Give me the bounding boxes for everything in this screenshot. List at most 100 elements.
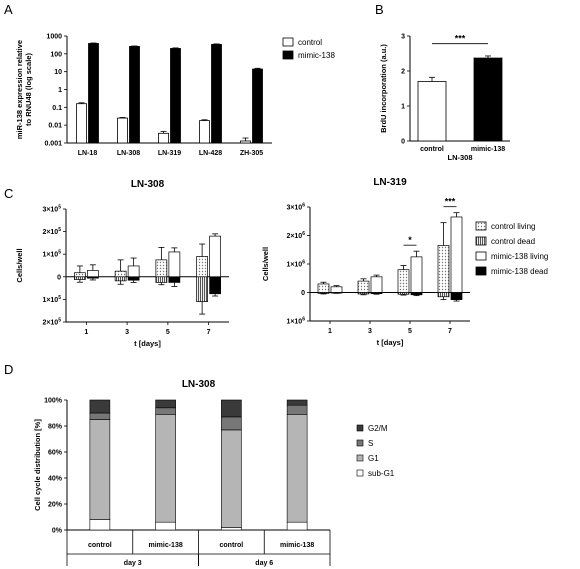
bar-control <box>417 81 447 142</box>
legend-label-mimic-living: mimic-138 living <box>491 252 548 261</box>
x-tick-label-ln-308-5: 5 <box>166 329 170 336</box>
y-tick-label-b: 0 <box>401 139 405 146</box>
x-tick-label-d-control-0: control <box>88 542 112 549</box>
y-tick-label-a: 1000 <box>46 34 62 41</box>
chart-a-mir138-expression: 0.001 0.01 0.1 1 10 100 1000 miR-138 expression… <box>15 34 272 157</box>
bar-ln-319-mimic-138-living-day-1 <box>330 286 343 293</box>
bar-ln-308-control-living-day-3 <box>114 270 127 278</box>
x-tick-label-ln-319-7: 7 <box>448 328 452 335</box>
bar-mimic-138-zh-305 <box>252 68 263 144</box>
legend-swatch-mimic-dead <box>475 266 487 276</box>
y-axis-label-ln-319: Cells/well <box>261 247 270 281</box>
y-tick-label-ln-308: 1×105 <box>42 250 61 259</box>
bar-ln-308-control-dead-day-3 <box>114 276 127 282</box>
y-tick-label-a: 0.1 <box>52 105 62 112</box>
legend-swatch-control <box>282 37 294 47</box>
bar-ln-319-control-living-day-7 <box>437 245 450 293</box>
x-axis-label-ln-319: t [days] <box>377 338 404 347</box>
legend-label-control-dead: control dead <box>491 237 535 246</box>
x-tick-label-control: control <box>420 146 444 153</box>
legend-label-g2m: G2/M <box>368 424 388 433</box>
panel-letter-a: A <box>4 2 13 17</box>
bar-control-ln-319 <box>158 132 169 144</box>
bar-ln-319-mimic-138-living-day-3 <box>370 276 383 293</box>
y-axis-label-d: Cell cycle distribution [%] <box>33 419 42 511</box>
bar-segment-g1-mimic-138-1 <box>155 413 176 523</box>
y-tick-label-ln-319: 1×106 <box>286 317 305 326</box>
bar-ln-319-control-living-day-3 <box>357 280 370 293</box>
significance-label-ln-319-day-7: *** <box>445 197 456 207</box>
legend-label-control-living: control living <box>491 222 535 231</box>
bar-segment-sub-g1-control-0 <box>89 519 111 531</box>
bar-ln-319-mimic-138-dead-day-7 <box>450 292 463 300</box>
y-tick-label-ln-308: 2×105 <box>42 227 61 236</box>
bar-ln-308-control-dead-day-7 <box>196 276 208 303</box>
y-tick-label-a: 100 <box>50 51 62 58</box>
bar-ln-308-mimic-138-dead-day-3 <box>127 276 140 281</box>
y-tick-label-ln-319: 3×106 <box>286 203 305 212</box>
bar-ln-319-control-living-day-1 <box>317 283 330 293</box>
y-tick-label-d: 100% <box>44 398 63 405</box>
bar-control-ln-18 <box>76 103 87 144</box>
legend-label-mimic-138: mimic-138 <box>298 51 335 60</box>
x-tick-label-d-control-2: control <box>220 542 244 549</box>
y-tick-label-ln-308: 1×105 <box>42 295 61 304</box>
bar-mimic-138-ln-308 <box>129 46 140 144</box>
significance-label-ln-319-day-5: * <box>408 235 412 245</box>
legend-label-control: control <box>298 38 322 47</box>
bar-ln-319-mimic-138-living-day-7 <box>450 216 463 293</box>
x-tick-label-zh-305: ZH-305 <box>240 150 263 157</box>
bar-ln-308-mimic-138-living-day-3 <box>127 265 140 278</box>
bar-ln-308-mimic-138-dead-day-7 <box>209 276 221 295</box>
legend-c: control living control dead mimic-138 li… <box>475 221 548 276</box>
bar-ln-319-control-living-day-5 <box>397 269 410 293</box>
bar-ln-308-control-living-day-7 <box>196 256 208 278</box>
legend-label-subg1: sub-G1 <box>368 469 395 478</box>
bar-ln-319-control-dead-day-3 <box>357 292 370 295</box>
bar-mimic-138 <box>473 57 503 142</box>
legend-a: control mimic-138 <box>282 37 335 60</box>
chart-title-ln-308: LN-308 <box>131 179 165 190</box>
bar-mimic-138-ln-18 <box>88 43 99 144</box>
significance-label-b: *** <box>455 34 466 44</box>
bar-ln-319-mimic-138-dead-day-5 <box>410 292 423 296</box>
panel-letter-c: C <box>4 186 13 201</box>
legend-swatch-s <box>356 439 364 447</box>
chart-c-ln-319: 1×106 0 1×106 2×106 3×106 Cells/well LN-319 1 3 5… <box>261 177 470 347</box>
legend-swatch-g2m <box>356 424 364 432</box>
y-tick-label-a: 1 <box>58 87 62 94</box>
y-tick-label-a: 0.001 <box>44 141 62 148</box>
legend-swatch-control-living <box>475 221 487 231</box>
x-tick-label-ln-308: LN-308 <box>117 150 140 157</box>
x-tick-label-mimic-138: mimic-138 <box>471 146 505 153</box>
bar-segment-g1-control-2 <box>221 429 242 528</box>
bar-segment-g2-m-control-0 <box>89 399 111 414</box>
bar-segment-g2-m-mimic-138-3 <box>286 399 308 406</box>
y-axis-label-a: miR-138 expression relativeto RNU48 (log… <box>15 40 33 139</box>
x-tick-label-ln-319-1: 1 <box>328 328 332 335</box>
y-tick-label-d: 40% <box>48 476 63 483</box>
y-tick-label-ln-308: 2×105 <box>42 318 61 327</box>
group-label-day-3: day 3 <box>124 560 142 567</box>
x-axis-label-b: LN-308 <box>447 153 472 162</box>
chart-title-d: LN-308 <box>182 379 216 390</box>
bar-ln-308-control-living-day-5 <box>155 259 168 278</box>
y-axis-label-b: BrdU incorporation (a.u.) <box>379 44 388 133</box>
x-tick-label-d-mimic-138-1: mimic-138 <box>149 542 183 549</box>
x-tick-label-ln-308-1: 1 <box>84 329 88 336</box>
legend-label-g1: G1 <box>368 454 379 463</box>
x-tick-label-ln-319-3: 3 <box>368 328 372 335</box>
y-tick-label-b: 2 <box>401 69 405 76</box>
chart-c-ln-308: 2×105 1×105 0 1×105 2×105 3×105 Cells/well LN-3… <box>15 179 229 348</box>
group-label-day-6: day 6 <box>255 560 273 567</box>
bar-ln-308-mimic-138-dead-day-1 <box>87 276 99 279</box>
bar-segment-s-mimic-138-1 <box>155 407 176 415</box>
bar-control-zh-305 <box>240 140 251 144</box>
y-tick-label-b: 3 <box>401 34 405 41</box>
legend-swatch-control-dead <box>475 236 487 246</box>
bar-ln-319-mimic-138-living-day-5 <box>410 256 423 293</box>
y-tick-label-d: 20% <box>48 502 63 509</box>
bar-ln-308-mimic-138-dead-day-5 <box>168 276 181 283</box>
legend-swatch-mimic-living <box>475 251 487 261</box>
